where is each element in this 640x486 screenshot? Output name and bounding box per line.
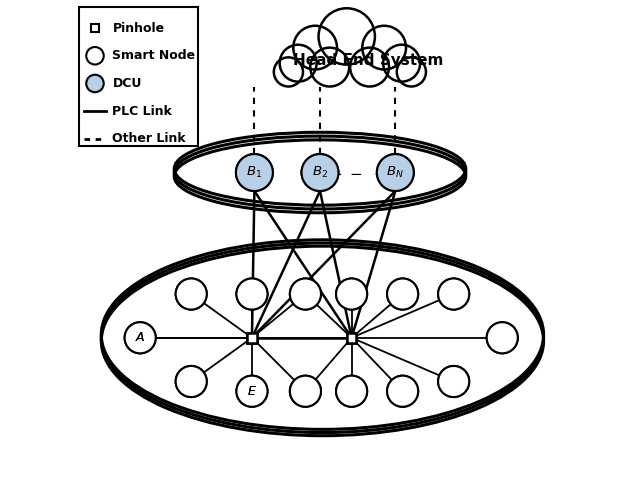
Circle shape — [397, 57, 426, 87]
Ellipse shape — [177, 138, 463, 207]
Circle shape — [383, 45, 420, 82]
Text: $E$: $E$ — [247, 385, 257, 398]
Circle shape — [350, 48, 389, 87]
Circle shape — [387, 376, 418, 407]
Circle shape — [336, 278, 367, 310]
Circle shape — [362, 26, 406, 69]
Bar — [79, 7, 198, 146]
Bar — [247, 333, 257, 343]
Bar — [347, 333, 356, 343]
Text: Head End System: Head End System — [293, 53, 444, 68]
Text: $B_2$: $B_2$ — [312, 165, 328, 180]
Circle shape — [319, 8, 375, 65]
Circle shape — [290, 278, 321, 310]
Circle shape — [438, 366, 469, 397]
Circle shape — [377, 154, 414, 191]
Circle shape — [290, 376, 321, 407]
Circle shape — [438, 366, 469, 397]
Text: $B_N$: $B_N$ — [387, 165, 404, 180]
Circle shape — [236, 278, 268, 310]
Circle shape — [236, 376, 268, 407]
Circle shape — [387, 278, 418, 310]
Circle shape — [280, 45, 317, 82]
Circle shape — [290, 376, 321, 407]
Ellipse shape — [104, 245, 541, 431]
Text: Other Link: Other Link — [113, 132, 186, 145]
Circle shape — [310, 48, 349, 87]
Circle shape — [336, 376, 367, 407]
Circle shape — [86, 47, 104, 65]
Circle shape — [301, 154, 339, 191]
Circle shape — [236, 154, 273, 191]
Circle shape — [86, 75, 104, 92]
Text: DCU: DCU — [113, 77, 142, 90]
Text: $A$: $A$ — [135, 331, 145, 344]
Circle shape — [438, 278, 469, 310]
Circle shape — [336, 278, 367, 310]
Circle shape — [125, 322, 156, 353]
Text: $E$: $E$ — [247, 385, 257, 398]
Circle shape — [301, 154, 339, 191]
Bar — [347, 333, 356, 343]
Bar — [247, 333, 257, 343]
Circle shape — [175, 278, 207, 310]
Text: $B_2$: $B_2$ — [312, 165, 328, 180]
Text: PLC Link: PLC Link — [113, 104, 172, 118]
Circle shape — [125, 322, 156, 353]
Circle shape — [387, 278, 418, 310]
Text: $-\ -\ -$: $-\ -\ -$ — [329, 165, 387, 180]
Text: $A$: $A$ — [135, 331, 145, 344]
Circle shape — [387, 376, 418, 407]
Circle shape — [236, 376, 268, 407]
Circle shape — [175, 366, 207, 397]
Text: $B_1$: $B_1$ — [246, 165, 262, 180]
Circle shape — [336, 376, 367, 407]
Circle shape — [290, 278, 321, 310]
Circle shape — [377, 154, 414, 191]
Circle shape — [175, 278, 207, 310]
Circle shape — [486, 322, 518, 353]
Circle shape — [175, 366, 207, 397]
Circle shape — [486, 322, 518, 353]
Circle shape — [236, 278, 268, 310]
Bar — [91, 24, 99, 33]
Text: Smart Node: Smart Node — [113, 49, 196, 62]
Circle shape — [274, 57, 303, 87]
Circle shape — [293, 26, 337, 69]
Text: $B_N$: $B_N$ — [387, 165, 404, 180]
Text: Pinhole: Pinhole — [113, 21, 164, 35]
Text: $B_1$: $B_1$ — [246, 165, 262, 180]
Circle shape — [236, 154, 273, 191]
Circle shape — [438, 278, 469, 310]
